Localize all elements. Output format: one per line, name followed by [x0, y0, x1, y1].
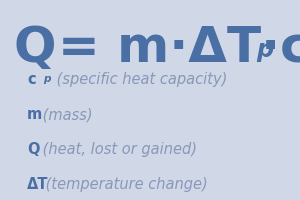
Text: p: p [44, 74, 51, 84]
Text: c: c [27, 72, 36, 87]
Text: (temperature change): (temperature change) [41, 177, 208, 192]
Text: Q: Q [27, 142, 40, 157]
Text: = m·ΔT·c: = m·ΔT·c [58, 24, 300, 72]
Text: (heat, lost or gained): (heat, lost or gained) [38, 142, 197, 157]
Text: p: p [256, 38, 274, 62]
Text: Q: Q [14, 24, 56, 72]
Text: (mass): (mass) [38, 107, 93, 122]
Text: m: m [27, 107, 42, 122]
Text: ΔT: ΔT [27, 177, 49, 192]
Text: (specific heat capacity): (specific heat capacity) [52, 72, 227, 87]
